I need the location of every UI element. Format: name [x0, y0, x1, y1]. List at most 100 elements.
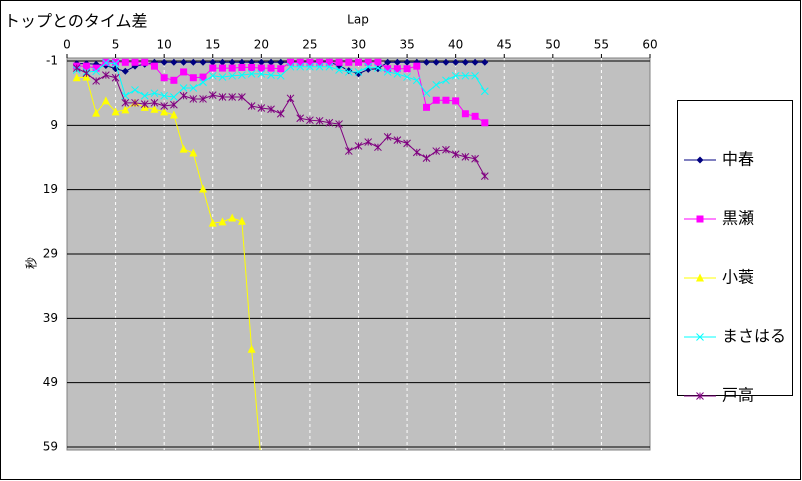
marker — [335, 66, 343, 74]
marker — [92, 108, 101, 117]
marker — [384, 65, 392, 73]
marker — [257, 64, 265, 72]
marker — [72, 64, 81, 72]
marker — [442, 58, 450, 66]
marker — [189, 74, 197, 82]
marker — [82, 62, 90, 70]
marker — [276, 71, 285, 80]
marker — [170, 100, 178, 109]
marker — [218, 58, 226, 66]
marker — [189, 58, 197, 66]
marker — [92, 77, 101, 85]
marker — [92, 64, 100, 72]
marker — [267, 64, 275, 72]
x-tick-label: 0 — [63, 38, 71, 52]
marker — [344, 147, 353, 155]
marker — [451, 150, 460, 159]
marker — [325, 118, 334, 127]
marker — [102, 59, 110, 67]
marker — [267, 58, 275, 66]
marker — [257, 104, 266, 112]
legend-label: 黒瀬 — [722, 209, 754, 228]
marker — [471, 112, 479, 120]
marker — [354, 142, 363, 150]
marker — [131, 86, 139, 94]
marker — [306, 62, 314, 71]
marker — [480, 172, 489, 181]
marker — [374, 58, 382, 66]
marker — [160, 107, 169, 116]
marker — [286, 62, 295, 71]
marker — [354, 68, 363, 76]
marker — [384, 58, 392, 66]
marker — [325, 62, 334, 71]
marker — [345, 58, 353, 66]
marker — [286, 94, 295, 103]
marker — [150, 62, 158, 70]
marker — [461, 71, 470, 80]
marker — [335, 120, 343, 128]
y-tick-label: -1 — [46, 54, 58, 68]
marker — [286, 58, 294, 66]
marker — [481, 119, 489, 127]
marker — [403, 139, 411, 148]
x-tick-label: 10 — [157, 38, 172, 52]
marker — [160, 91, 169, 100]
marker — [481, 58, 489, 66]
marker — [199, 184, 208, 193]
x-tick-label: 5 — [112, 38, 120, 52]
marker — [461, 153, 470, 161]
legend — [677, 100, 793, 396]
marker — [208, 91, 217, 99]
marker — [218, 64, 226, 72]
marker — [92, 67, 101, 76]
marker — [218, 217, 227, 226]
marker — [170, 93, 178, 101]
marker — [432, 58, 440, 66]
marker — [169, 110, 178, 119]
marker — [199, 78, 207, 87]
marker — [696, 273, 704, 282]
marker — [696, 333, 704, 341]
marker — [432, 147, 441, 155]
marker — [238, 63, 246, 71]
marker — [209, 58, 217, 66]
marker — [423, 103, 431, 111]
marker — [403, 65, 411, 73]
marker — [247, 70, 256, 78]
marker — [471, 71, 479, 80]
marker — [696, 392, 704, 400]
marker — [237, 216, 246, 225]
marker — [442, 145, 450, 154]
marker — [393, 58, 401, 66]
marker — [218, 73, 227, 81]
marker — [209, 64, 217, 72]
marker — [189, 84, 198, 92]
marker — [238, 71, 246, 80]
marker — [403, 73, 411, 81]
marker — [471, 154, 479, 163]
marker — [131, 58, 139, 66]
marker — [422, 89, 431, 98]
x-tick-label: 60 — [642, 38, 657, 52]
marker — [306, 58, 314, 66]
marker — [296, 114, 305, 123]
legend-label: 戸高 — [722, 386, 754, 405]
legend-label: 小蓑 — [722, 268, 754, 287]
marker — [442, 76, 450, 85]
marker — [228, 58, 236, 66]
marker — [277, 65, 285, 73]
marker — [82, 69, 91, 78]
y-tick-label: 19 — [43, 182, 58, 196]
marker — [267, 71, 275, 80]
marker — [403, 58, 411, 66]
marker — [374, 64, 382, 72]
marker — [150, 89, 159, 98]
marker — [180, 58, 188, 66]
marker — [412, 76, 421, 85]
y-axis-label: 秒 — [25, 257, 39, 269]
y-tick-label: 49 — [43, 375, 58, 389]
marker — [306, 116, 314, 125]
marker — [247, 102, 256, 110]
